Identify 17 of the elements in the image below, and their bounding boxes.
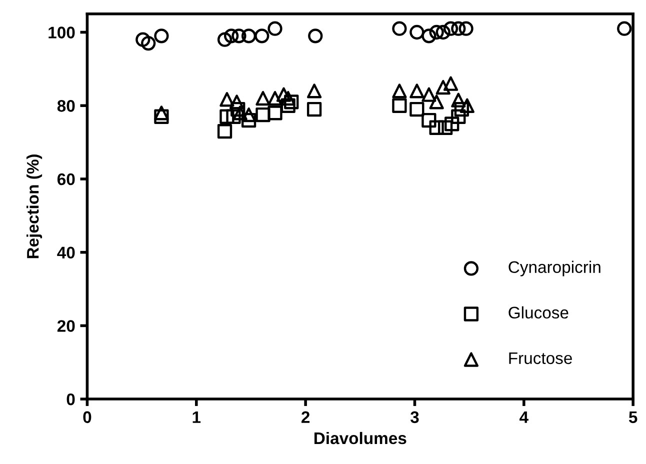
x-tick-label: 2: [302, 411, 310, 423]
y-tick-label: 100: [48, 26, 75, 38]
x-tick-label: 5: [628, 411, 638, 424]
legend-label: Fructose: [509, 352, 572, 364]
y-tick-label: 60: [57, 173, 75, 186]
y-tick-label: 40: [57, 246, 75, 259]
x-axis-title: Diavolumes: [314, 432, 406, 444]
x-tick-label: 0: [83, 411, 92, 424]
y-tick-label: 80: [57, 100, 75, 112]
y-axis-title: Rejection (%): [26, 154, 42, 258]
legend-label: Glucose: [508, 306, 568, 319]
x-tick-label: 1: [192, 411, 201, 423]
x-tick-label: 4: [520, 411, 528, 423]
y-tick-label: 20: [57, 320, 75, 332]
legend-label: Cynaropicrin: [508, 260, 600, 276]
x-tick-label: 3: [410, 411, 419, 424]
y-tick-label: 0: [66, 393, 75, 406]
